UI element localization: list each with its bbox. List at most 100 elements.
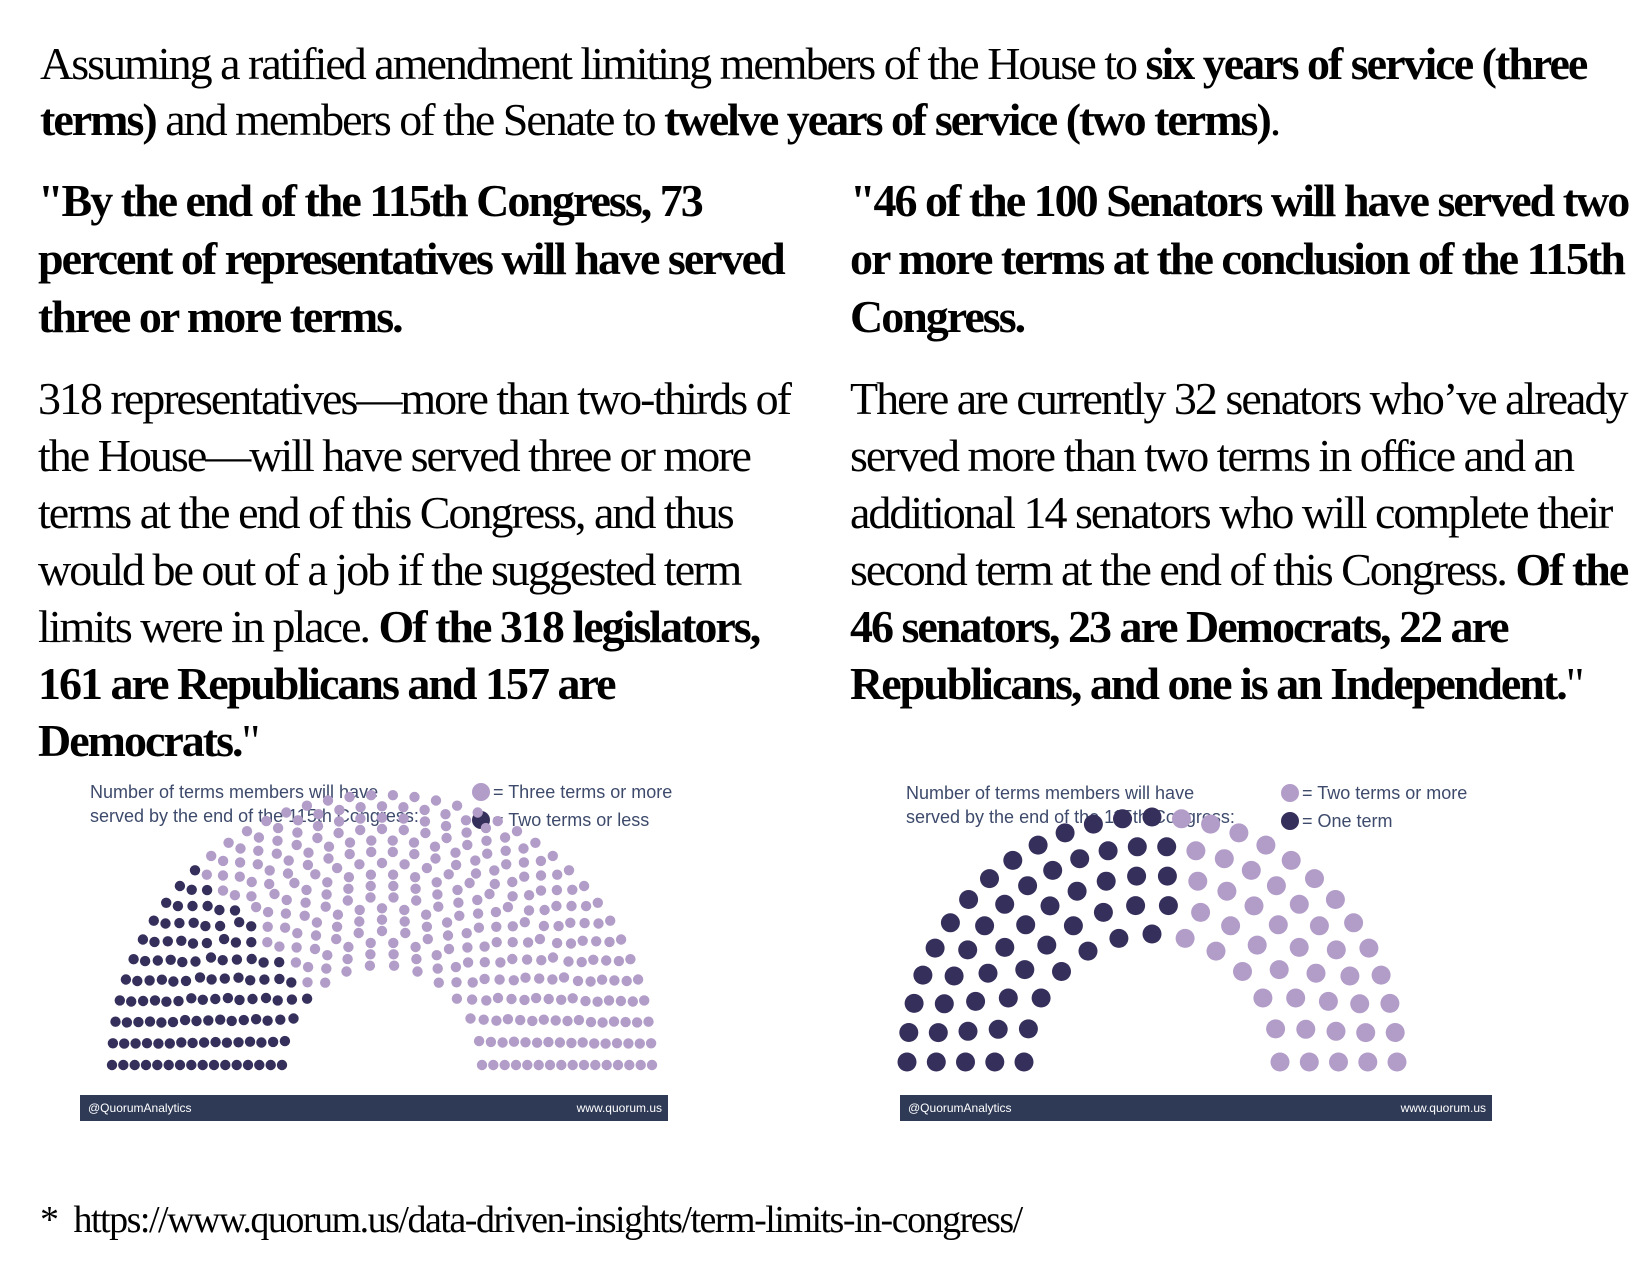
seat-dot-dark (1040, 896, 1060, 916)
seat-dot-dark (162, 936, 173, 947)
seat-dot-dark (1113, 809, 1132, 829)
seat-dot-light (429, 841, 441, 852)
seat-dot-dark (940, 913, 960, 933)
seat-dot-light (460, 815, 472, 826)
seat-dot-light (321, 889, 332, 900)
seat-dot-light (399, 904, 410, 916)
seat-dot-light (353, 927, 364, 939)
seat-dot-dark (133, 1016, 144, 1028)
seat-dot-dark (1098, 841, 1118, 861)
seat-dot-light (485, 1036, 497, 1048)
seat-dot-light (422, 933, 433, 945)
seat-dot-dark (274, 957, 285, 968)
seat-dot-light (572, 975, 584, 987)
seat-dot-light (536, 955, 547, 966)
seat-dot-dark (156, 1017, 167, 1028)
seat-dot-light (1229, 823, 1249, 843)
seat-dot-light (331, 921, 343, 932)
seat-dot-light (615, 934, 627, 945)
seat-dot-dark (1037, 935, 1057, 955)
intro-part-3: . (1269, 94, 1281, 145)
seat-dot-light (530, 992, 542, 1004)
seat-dot-dark (153, 1038, 164, 1049)
seat-dot-dark (975, 916, 995, 936)
seat-dot-light (506, 993, 517, 1005)
seat-dot-light (365, 949, 376, 960)
seat-dot-light (580, 900, 592, 912)
seat-dot-light (635, 1059, 646, 1071)
seat-dot-dark (130, 1038, 141, 1049)
seat-dot-dark (120, 974, 132, 985)
source-url[interactable]: https://www.quorum.us/data-driven-insigh… (73, 1199, 1024, 1241)
seat-dot-dark (190, 956, 201, 967)
seat-dot-dark (187, 900, 198, 912)
seat-dot-light (461, 827, 472, 838)
seat-dot-dark (913, 965, 933, 985)
seat-dot-dark (144, 975, 155, 986)
seat-dot-light (271, 848, 282, 859)
seat-dot-light (388, 880, 399, 892)
seat-dot-dark (152, 1059, 163, 1071)
seat-dot-light (550, 1015, 561, 1026)
seat-dot-dark (141, 1038, 153, 1049)
seat-dot-light (531, 1037, 543, 1048)
seat-dot-light (430, 853, 441, 864)
seat-dot-light (601, 1059, 612, 1071)
seat-dot-dark (198, 1037, 210, 1048)
seat-dot-light (552, 869, 563, 880)
senate-footer-right: www.quorum.us (1400, 1101, 1486, 1115)
seat-dot-light (499, 832, 511, 843)
seat-dot-light (1217, 881, 1237, 901)
seat-dot-dark (238, 1014, 249, 1026)
seat-dot-light (281, 807, 292, 818)
seat-dot-light (519, 994, 530, 1006)
seat-dot-light (302, 977, 313, 988)
seat-dot-light (508, 975, 519, 986)
seat-dot-light (355, 813, 366, 824)
seat-dot-dark (1031, 988, 1051, 1008)
seat-dot-light (376, 903, 388, 914)
seat-dot-light (596, 974, 608, 985)
seat-dot-dark (106, 1059, 118, 1071)
seat-dot-dark (165, 954, 176, 965)
seat-dot-light (573, 1014, 585, 1026)
seat-dot-light (333, 816, 345, 827)
house-legend-title-line2: served by the end of the 115th Congress: (90, 806, 419, 826)
seat-dot-dark (234, 917, 245, 928)
seat-dot-light (551, 884, 563, 896)
seat-dot-light (479, 941, 490, 952)
seat-dot-light (611, 1038, 623, 1049)
seat-dot-light (507, 891, 518, 902)
seat-dot-dark (926, 1052, 946, 1072)
seat-dot-dark (286, 994, 298, 1005)
seat-dot-light (1188, 871, 1208, 891)
seat-dot-dark (226, 1015, 237, 1027)
seat-dot-light (313, 809, 324, 820)
seat-dot-dark (179, 1014, 191, 1026)
seat-dot-light (1233, 962, 1252, 981)
house-body-bold: Of the 318 legislators, 161 are Republic… (38, 601, 761, 766)
seat-dot-light (342, 953, 353, 965)
house-footer-left: @QuorumAnalytics (88, 1101, 192, 1115)
seat-dot-dark (201, 884, 213, 896)
seat-dot-light (264, 878, 275, 890)
seat-dot-light (302, 859, 314, 871)
house-legend-title-line1: Number of terms members will have (90, 782, 378, 802)
seat-dot-dark (904, 993, 924, 1013)
seat-dot-light (491, 921, 502, 932)
seat-dot-light (604, 936, 615, 948)
house-body: 318 representatives—more than two-thirds… (38, 370, 828, 769)
seat-dot-light (501, 859, 512, 870)
seat-dot-light (342, 895, 353, 906)
seat-dot-light (1359, 938, 1379, 958)
seat-dot-light (365, 892, 376, 903)
seat-dot-light (443, 943, 455, 955)
seat-dot-light (567, 993, 578, 1004)
seat-dot-light (613, 955, 625, 967)
seat-dot-light (1380, 993, 1400, 1013)
senate-chart-svg: Number of terms members will have served… (897, 783, 1492, 1121)
seat-dot-dark (267, 1036, 279, 1048)
seat-dot-light (500, 845, 511, 856)
seat-dot-light (625, 954, 636, 965)
seat-dot-dark (1070, 849, 1090, 869)
